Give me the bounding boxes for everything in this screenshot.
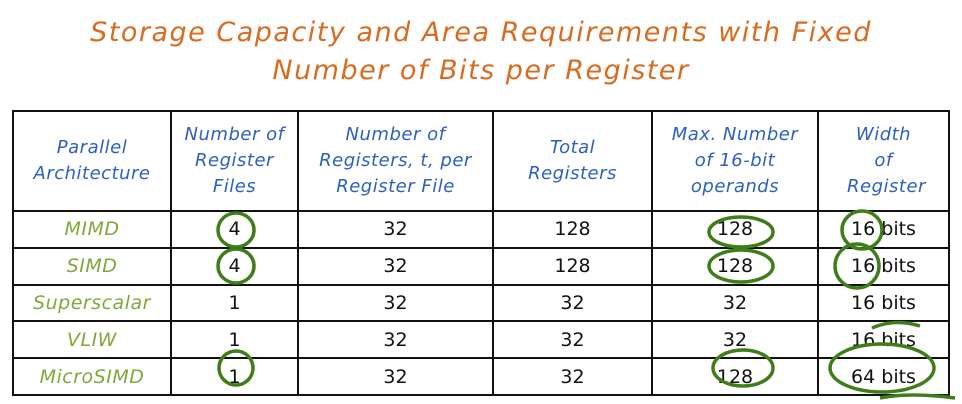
table-row: MIMD 4 32 128 128 16 bits (12, 210, 950, 249)
cell-register-files: 1 (170, 320, 299, 360)
header-max-operands: Max. Number of 16-bit operands (651, 110, 819, 212)
cell-registers-per-file: 32 (297, 283, 494, 323)
cell-total-registers: 32 (492, 357, 653, 396)
cell-architecture: SIMD (12, 246, 172, 286)
cell-register-width: 16 bits (817, 246, 950, 286)
cell-max-operands: 32 (651, 320, 819, 360)
cell-max-operands: 128 (651, 357, 819, 396)
table-row: VLIW 1 32 32 32 16 bits (12, 320, 950, 360)
cell-register-width: 16 bits (817, 283, 950, 323)
table-row: Superscalar 1 32 32 32 16 bits (12, 283, 950, 323)
cell-register-width: 16 bits (817, 210, 950, 249)
cell-max-operands: 128 (651, 210, 819, 249)
cell-register-files: 1 (170, 357, 299, 396)
header-total-registers: Total Registers (492, 110, 653, 212)
cell-registers-per-file: 32 (297, 210, 494, 249)
cell-total-registers: 32 (492, 283, 653, 323)
cell-architecture: MicroSIMD (12, 357, 172, 396)
cell-registers-per-file: 32 (297, 357, 494, 396)
cell-max-operands: 32 (651, 283, 819, 323)
cell-registers-per-file: 32 (297, 246, 494, 286)
cell-total-registers: 128 (492, 210, 653, 249)
cell-register-files: 4 (170, 210, 299, 249)
header-parallel-architecture: Parallel Architecture (12, 110, 172, 212)
cell-registers-per-file: 32 (297, 320, 494, 360)
comparison-table: Parallel Architecture Number of Register… (12, 110, 950, 396)
cell-architecture: Superscalar (12, 283, 172, 323)
header-width-of-register: Width of Register (817, 110, 950, 212)
cell-register-files: 1 (170, 283, 299, 323)
cell-max-operands: 128 (651, 246, 819, 286)
cell-total-registers: 32 (492, 320, 653, 360)
table-row: MicroSIMD 1 32 32 128 64 bits (12, 357, 950, 396)
comparison-table-container: Parallel Architecture Number of Register… (12, 110, 950, 396)
title-line-2: Number of Bits per Register (272, 55, 690, 86)
cell-architecture: MIMD (12, 210, 172, 249)
header-number-of-register-files: Number of Register Files (170, 110, 299, 212)
cell-register-width: 16 bits (817, 320, 950, 360)
cell-total-registers: 128 (492, 246, 653, 286)
table-header-row: Parallel Architecture Number of Register… (12, 110, 950, 212)
cell-register-files: 4 (170, 246, 299, 286)
title-line-1: Storage Capacity and Area Requirements w… (90, 17, 872, 48)
cell-architecture: VLIW (12, 320, 172, 360)
table-row: SIMD 4 32 128 128 16 bits (12, 246, 950, 286)
slide-title: Storage Capacity and Area Requirements w… (0, 14, 962, 90)
cell-register-width: 64 bits (817, 357, 950, 396)
header-registers-per-file: Number of Registers, t, per Register Fil… (297, 110, 494, 212)
